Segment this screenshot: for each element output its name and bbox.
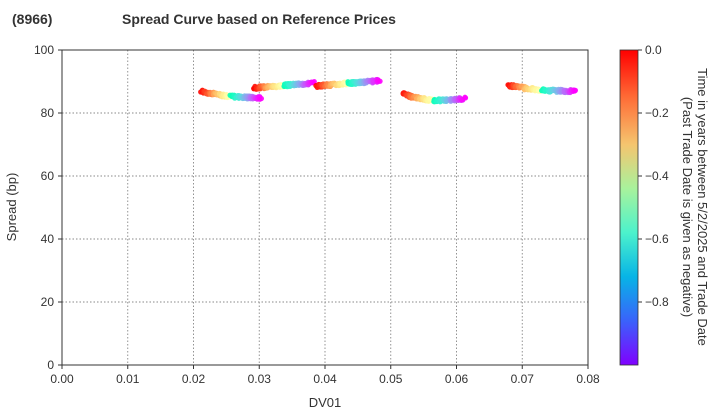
- colorbar-tick-label: −0.2: [645, 106, 669, 120]
- cluster-bond-5: [505, 82, 579, 96]
- colorbar-label-line2: (Past Trade Date is given as negative): [680, 97, 695, 317]
- x-tick-label: 0.00: [50, 372, 74, 386]
- x-tick-label: 0.05: [379, 372, 403, 386]
- colorbar-tick-label: −0.6: [645, 232, 669, 246]
- x-tick-label: 0.08: [576, 372, 600, 386]
- x-tick-label: 0.06: [445, 372, 469, 386]
- colorbar-label-line1: Time in years between 5/2/2025 and Trade…: [695, 68, 710, 346]
- x-tick-label: 0.02: [182, 372, 206, 386]
- colorbar-tick-label: −0.4: [645, 169, 669, 183]
- data-point: [377, 78, 383, 84]
- x-axis-label: DV01: [309, 395, 342, 410]
- colorbar-ticks: 0.0 −0.2 −0.4 −0.6 −0.8: [638, 43, 669, 309]
- grid-lines: [62, 50, 588, 365]
- colorbar-tick-label: 0.0: [645, 43, 662, 57]
- x-tick-label: 0.01: [116, 372, 140, 386]
- chart-title: Spread Curve based on Reference Prices: [122, 11, 396, 27]
- y-tick-label: 0: [47, 358, 54, 372]
- data-point: [572, 87, 579, 93]
- x-tick-label: 0.04: [313, 372, 337, 386]
- data-point: [258, 95, 265, 102]
- cluster-bond-2: [251, 79, 317, 92]
- y-axis-label: Spread (bp): [4, 173, 19, 242]
- y-tick-label: 80: [41, 106, 55, 120]
- data-point: [462, 95, 469, 101]
- y-tick-label: 20: [41, 295, 55, 309]
- data-points: [198, 76, 579, 105]
- y-tick-label: 40: [41, 232, 55, 246]
- data-point: [311, 79, 317, 85]
- y-axis-ticks: 0 20 40 60 80 100: [34, 43, 62, 372]
- x-axis-ticks: 0.00 0.01 0.02 0.03 0.04 0.05 0.06 0.07 0.08: [50, 365, 600, 386]
- cluster-bond-4: [400, 90, 469, 105]
- y-tick-label: 60: [41, 169, 55, 183]
- colorbar: [619, 49, 639, 366]
- y-tick-label: 100: [34, 43, 54, 57]
- cluster-bond-1: [198, 87, 265, 102]
- colorbar-tick-label: −0.8: [645, 295, 669, 309]
- chart-code: (8966): [12, 11, 52, 27]
- cluster-bond-3: [313, 76, 383, 90]
- x-tick-label: 0.07: [511, 372, 535, 386]
- x-tick-label: 0.03: [248, 372, 272, 386]
